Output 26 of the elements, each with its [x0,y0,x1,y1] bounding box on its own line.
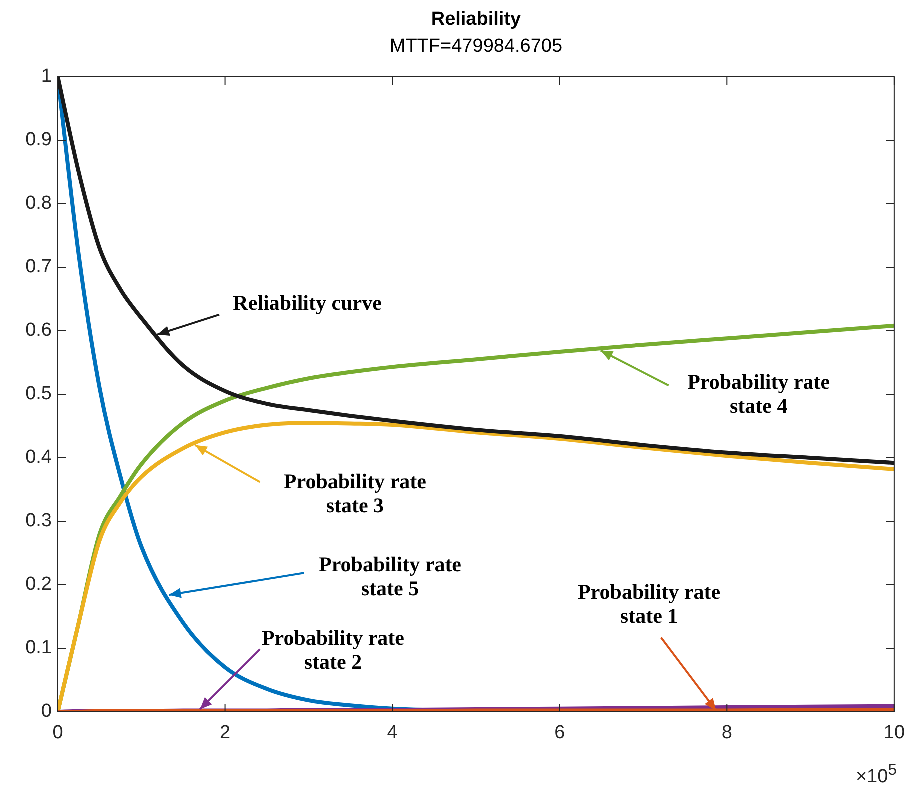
chart-subtitle: MTTF=479984.6705 [390,36,563,58]
text: ×10$^{5}$ [856,762,897,788]
y-tick-label: 0.7 [26,256,52,278]
y-tick-label: 0.5 [26,384,52,405]
y-tick-label: 1 [41,66,52,88]
chart-title: Reliability [431,9,522,30]
annotation: Probability rate state 1 [578,580,721,628]
x-tick-label: 4 [387,722,398,744]
y-tick-label: 0.6 [26,320,52,342]
y-tick-label: 0.8 [26,193,52,214]
y-tick-label: 0 [41,701,52,722]
y-tick-label: 0.9 [26,130,52,151]
annotation: Probability rate state 5 [318,552,462,601]
x-tick-label: 6 [554,722,566,744]
annotation: Probability rate state 4 [688,370,830,418]
y-tick-label: 0.2 [26,574,52,596]
y-tick-label: 0.1 [26,638,52,659]
y-tick-label: 0.4 [26,447,52,468]
annotation: Reliability curve [233,291,382,316]
x-tick-label: 8 [722,722,732,744]
line-series [58,421,894,712]
annotation: Probability rate state 3 [284,470,426,518]
x-tick-label: 10 [884,722,906,744]
y-tick-label: 0.3 [26,510,52,532]
annotation: Probability rate state 2 [262,626,404,674]
x-tick-label: 2 [220,722,231,744]
